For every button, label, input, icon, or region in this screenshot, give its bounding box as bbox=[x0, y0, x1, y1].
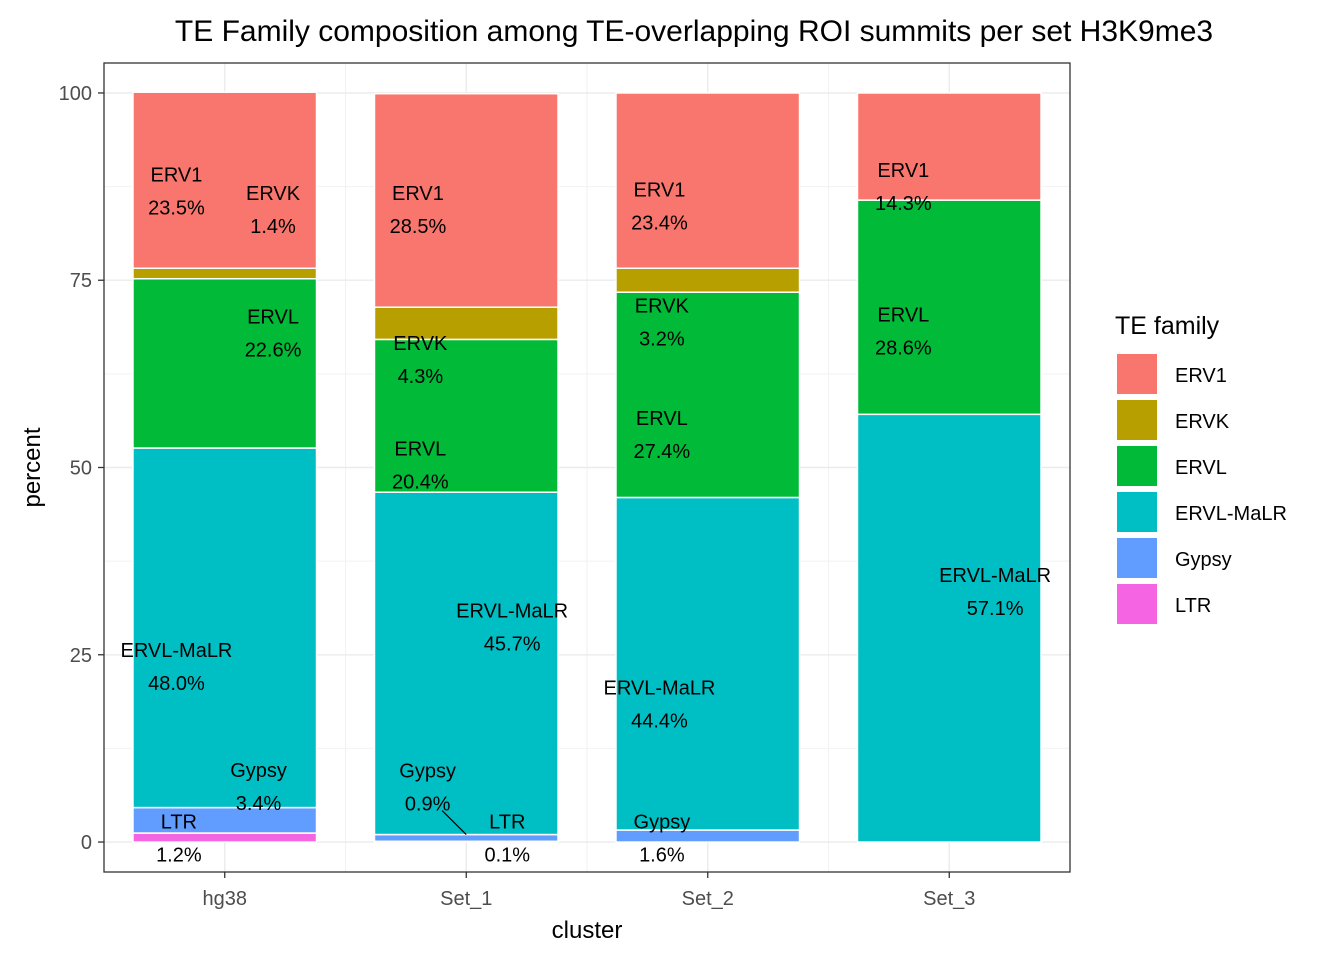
data-label-family: ERV1 bbox=[877, 160, 929, 182]
data-label-percent: 28.5% bbox=[390, 216, 447, 238]
bar-segment-set_1-erv1 bbox=[373, 92, 559, 308]
data-label-percent: 1.4% bbox=[250, 216, 296, 238]
bar-segment-set_1-gypsy bbox=[373, 833, 559, 843]
data-label-percent: 3.2% bbox=[639, 328, 685, 350]
data-label-family: ERV1 bbox=[634, 179, 686, 201]
bar-segment-hg38-ltr bbox=[132, 832, 318, 843]
legend-swatch-gypsy bbox=[1117, 538, 1157, 578]
y-tick-label: 25 bbox=[70, 645, 92, 667]
legend-title: TE family bbox=[1115, 312, 1220, 340]
x-tick-label: Set_1 bbox=[440, 888, 492, 910]
data-label-family: ERVL bbox=[394, 439, 446, 461]
legend-swatch-ltr bbox=[1117, 584, 1157, 624]
data-label-percent: 3.4% bbox=[236, 793, 282, 815]
x-tick-label: hg38 bbox=[203, 888, 248, 910]
bar-segment-set_2-ervl-malr bbox=[615, 496, 801, 831]
bar-segment-set_1-ervl-malr bbox=[373, 491, 559, 836]
data-label-percent: 20.4% bbox=[392, 472, 449, 494]
data-label-family: ERVL-MaLR bbox=[603, 677, 715, 699]
data-label-percent: 23.5% bbox=[148, 197, 205, 219]
bar-segment-set_1-ervl bbox=[373, 338, 559, 493]
axes: 0 25 50 75 100 hg38 Set_1 Set_2 Set_3 bbox=[59, 83, 976, 910]
bar-segment-hg38-ervk bbox=[132, 267, 318, 280]
data-label-family: ERVK bbox=[635, 295, 690, 317]
data-label-family: Gypsy bbox=[230, 760, 287, 782]
data-label-percent: 45.7% bbox=[484, 633, 541, 655]
data-label-family: ERVL bbox=[877, 304, 929, 326]
legend-label-erv1: ERV1 bbox=[1175, 365, 1227, 387]
data-label-percent: 1.6% bbox=[639, 845, 685, 867]
data-label-family: ERV1 bbox=[392, 183, 444, 205]
bar-segment-set_3-erv1 bbox=[856, 92, 1042, 201]
data-label-percent: 23.4% bbox=[631, 212, 688, 234]
data-label-family: Gypsy bbox=[634, 812, 691, 834]
bar-segment-set_2-erv1 bbox=[615, 92, 801, 269]
x-tick-label: Set_3 bbox=[923, 888, 975, 910]
bar-segment-hg38-erv1 bbox=[132, 91, 318, 269]
data-label-percent: 27.4% bbox=[634, 441, 691, 463]
x-tick-label: Set_2 bbox=[682, 888, 734, 910]
bar-segment-set_1-ervk bbox=[373, 306, 559, 341]
data-label-family: LTR bbox=[161, 812, 197, 834]
data-label-percent: 4.3% bbox=[398, 366, 444, 388]
data-label-percent: 57.1% bbox=[967, 598, 1024, 620]
y-tick-label: 0 bbox=[81, 832, 92, 854]
data-label-percent: 28.6% bbox=[875, 337, 932, 359]
legend-label-gypsy: Gypsy bbox=[1175, 549, 1232, 571]
bar-segment-set_3-ervl bbox=[856, 199, 1042, 416]
data-label-family: ERVK bbox=[246, 183, 301, 205]
legend-swatch-erv1 bbox=[1117, 354, 1157, 394]
data-label-family: ERVL bbox=[636, 408, 688, 430]
data-label-family: Gypsy bbox=[399, 761, 456, 783]
y-tick-label: 50 bbox=[70, 458, 92, 480]
bars bbox=[132, 91, 1042, 843]
y-axis-title: percent bbox=[19, 427, 46, 507]
legend-label-ltr: LTR bbox=[1175, 595, 1211, 617]
data-labels: ERV1 23.5% ERVK 1.4% ERVL 22.6% ERVL-MaLR 48.0%… bbox=[120, 160, 1051, 867]
data-label-percent: 48.0% bbox=[148, 673, 205, 695]
data-label-percent: 1.2% bbox=[156, 845, 202, 867]
y-tick-label: 75 bbox=[70, 270, 92, 292]
data-label-percent: 22.6% bbox=[245, 340, 302, 362]
x-axis-title: cluster bbox=[552, 917, 623, 944]
legend-swatch-ervl bbox=[1117, 446, 1157, 486]
label-leader-line bbox=[441, 810, 467, 835]
legend-label-ervk: ERVK bbox=[1175, 411, 1230, 433]
legend-label-ervl-malr: ERVL-MaLR bbox=[1175, 503, 1287, 525]
legend-swatch-ervk bbox=[1117, 400, 1157, 440]
chart-title: TE Family composition among TE-overlappi… bbox=[175, 15, 1213, 48]
data-label-family: ERVL bbox=[247, 307, 299, 329]
data-label-family: LTR bbox=[489, 812, 525, 834]
data-label-percent: 44.4% bbox=[631, 710, 688, 732]
bar-segment-hg38-ervl bbox=[132, 277, 318, 449]
legend-swatch-ervl-malr bbox=[1117, 492, 1157, 532]
y-tick-label: 100 bbox=[59, 83, 92, 105]
bar-segment-set_2-ervk bbox=[615, 267, 801, 293]
data-label-family: ERV1 bbox=[151, 164, 203, 186]
data-label-family: ERVK bbox=[393, 333, 448, 355]
data-label-family: ERVL-MaLR bbox=[939, 565, 1051, 587]
data-label-family: ERVL-MaLR bbox=[120, 640, 232, 662]
legend-label-ervl: ERVL bbox=[1175, 457, 1227, 479]
data-label-family: ERVL-MaLR bbox=[456, 600, 568, 622]
bar-segment-hg38-ervl-malr bbox=[132, 447, 318, 809]
legend: TE family ERV1 ERVK ERVL ERVL-MaLR Gypsy LTR bbox=[1115, 312, 1287, 624]
data-label-percent: 0.9% bbox=[405, 794, 451, 816]
data-label-percent: 0.1% bbox=[485, 845, 531, 867]
bar-segment-set_3-ervl-malr bbox=[856, 413, 1042, 843]
bar-segment-set_2-ervl bbox=[615, 291, 801, 499]
data-label-percent: 14.3% bbox=[875, 193, 932, 215]
